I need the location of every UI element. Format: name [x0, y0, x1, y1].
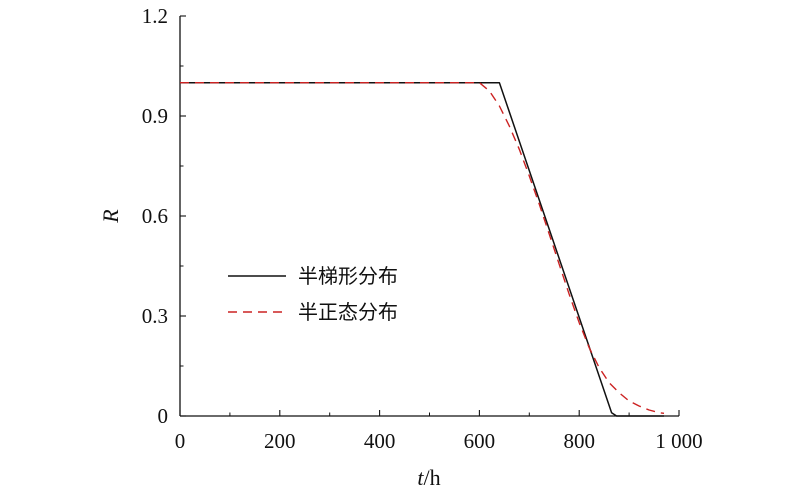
x-tick-label: 400 — [364, 429, 396, 453]
series-layer — [180, 81, 665, 417]
y-tick-label: 0 — [158, 404, 169, 428]
y-tick-label: 0.3 — [142, 304, 168, 328]
legend-label: 半梯形分布 — [298, 264, 398, 288]
x-tick-label: 1 000 — [655, 429, 702, 453]
y-tick-label: 0.6 — [142, 204, 168, 228]
x-tick-label: 600 — [464, 429, 496, 453]
x-tick-label: 0 — [175, 429, 186, 453]
axes: 0 200 400 600 800 1 000 0 0.3 0.6 0.9 1.2 — [142, 4, 703, 453]
y-axis-label: R — [98, 209, 123, 224]
series-line-dashed — [180, 81, 665, 414]
x-tick-label: 200 — [264, 429, 296, 453]
y-tick-label: 1.2 — [142, 4, 168, 28]
legend-label: 半正态分布 — [298, 300, 398, 324]
y-tick-label: 0.9 — [142, 104, 168, 128]
x-tick-label: 800 — [563, 429, 595, 453]
x-axis-label: t/h — [417, 465, 440, 490]
series-line-solid — [180, 81, 664, 417]
